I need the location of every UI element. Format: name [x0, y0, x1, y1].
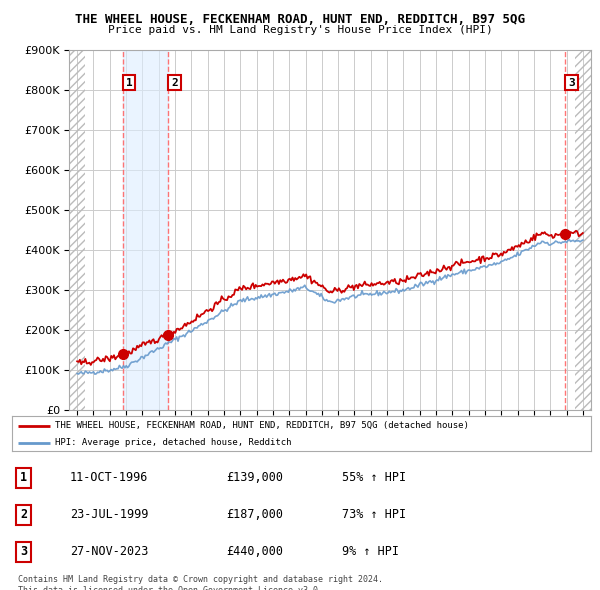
Text: 3: 3	[20, 545, 27, 558]
Text: 73% ↑ HPI: 73% ↑ HPI	[342, 508, 406, 522]
Bar	[69, 50, 85, 410]
Text: HPI: Average price, detached house, Redditch: HPI: Average price, detached house, Redd…	[55, 438, 292, 447]
Text: £440,000: £440,000	[226, 545, 283, 558]
Text: 55% ↑ HPI: 55% ↑ HPI	[342, 471, 406, 484]
Text: 11-OCT-1996: 11-OCT-1996	[70, 471, 148, 484]
Text: 23-JUL-1999: 23-JUL-1999	[70, 508, 148, 522]
Text: 27-NOV-2023: 27-NOV-2023	[70, 545, 148, 558]
Text: 1: 1	[20, 471, 27, 484]
Text: 3: 3	[568, 77, 575, 87]
Text: 1: 1	[126, 77, 133, 87]
Bar	[575, 50, 591, 410]
Text: Contains HM Land Registry data © Crown copyright and database right 2024.
This d: Contains HM Land Registry data © Crown c…	[18, 575, 383, 590]
Text: 2: 2	[171, 77, 178, 87]
Bar	[575, 50, 591, 410]
Bar	[69, 50, 85, 410]
Text: THE WHEEL HOUSE, FECKENHAM ROAD, HUNT END, REDDITCH, B97 5QG: THE WHEEL HOUSE, FECKENHAM ROAD, HUNT EN…	[75, 13, 525, 26]
Text: Price paid vs. HM Land Registry's House Price Index (HPI): Price paid vs. HM Land Registry's House …	[107, 25, 493, 35]
Text: £187,000: £187,000	[226, 508, 283, 522]
Text: 2: 2	[20, 508, 27, 522]
Text: THE WHEEL HOUSE, FECKENHAM ROAD, HUNT END, REDDITCH, B97 5QG (detached house): THE WHEEL HOUSE, FECKENHAM ROAD, HUNT EN…	[55, 421, 469, 430]
Text: 9% ↑ HPI: 9% ↑ HPI	[342, 545, 399, 558]
Text: £139,000: £139,000	[226, 471, 283, 484]
Bar	[122, 50, 168, 410]
